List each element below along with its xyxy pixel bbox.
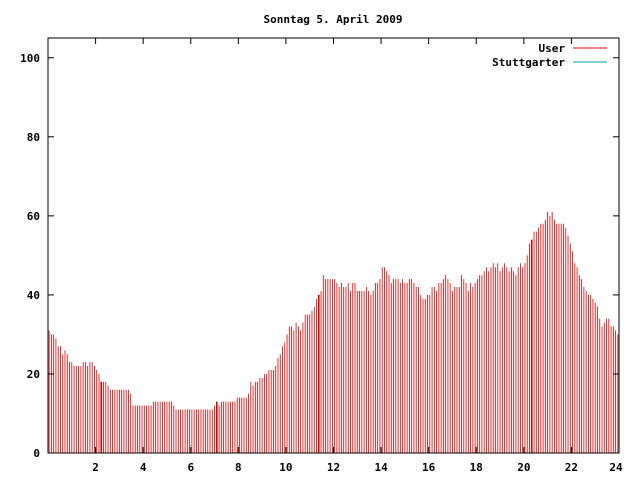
legend: User Stuttgarter	[492, 42, 607, 69]
y-tick-label: 100	[20, 52, 40, 65]
y-tick-label: 60	[27, 210, 40, 223]
bars-group	[48, 211, 619, 453]
x-tick-label: 8	[235, 461, 242, 474]
x-tick-label: 14	[374, 461, 388, 474]
x-tick-label: 2	[92, 461, 99, 474]
x-tick-label: 10	[279, 461, 292, 474]
legend-label-user: User	[539, 42, 566, 55]
x-tick-label: 12	[327, 461, 340, 474]
y-tick-label: 80	[27, 131, 40, 144]
x-tick-label: 18	[470, 461, 483, 474]
x-tick-label: 20	[517, 461, 530, 474]
x-tick-label: 4	[140, 461, 147, 474]
x-tick-label: 24	[609, 461, 623, 474]
chart-title: Sonntag 5. April 2009	[263, 13, 402, 26]
y-tick-label: 40	[27, 289, 40, 302]
y-tick-label: 0	[33, 447, 40, 460]
y-tick-label: 20	[27, 368, 40, 381]
legend-label-stuttgarter: Stuttgarter	[492, 56, 565, 69]
x-tick-label: 6	[187, 461, 194, 474]
x-tick-label: 22	[565, 461, 578, 474]
x-tick-label: 16	[422, 461, 436, 474]
